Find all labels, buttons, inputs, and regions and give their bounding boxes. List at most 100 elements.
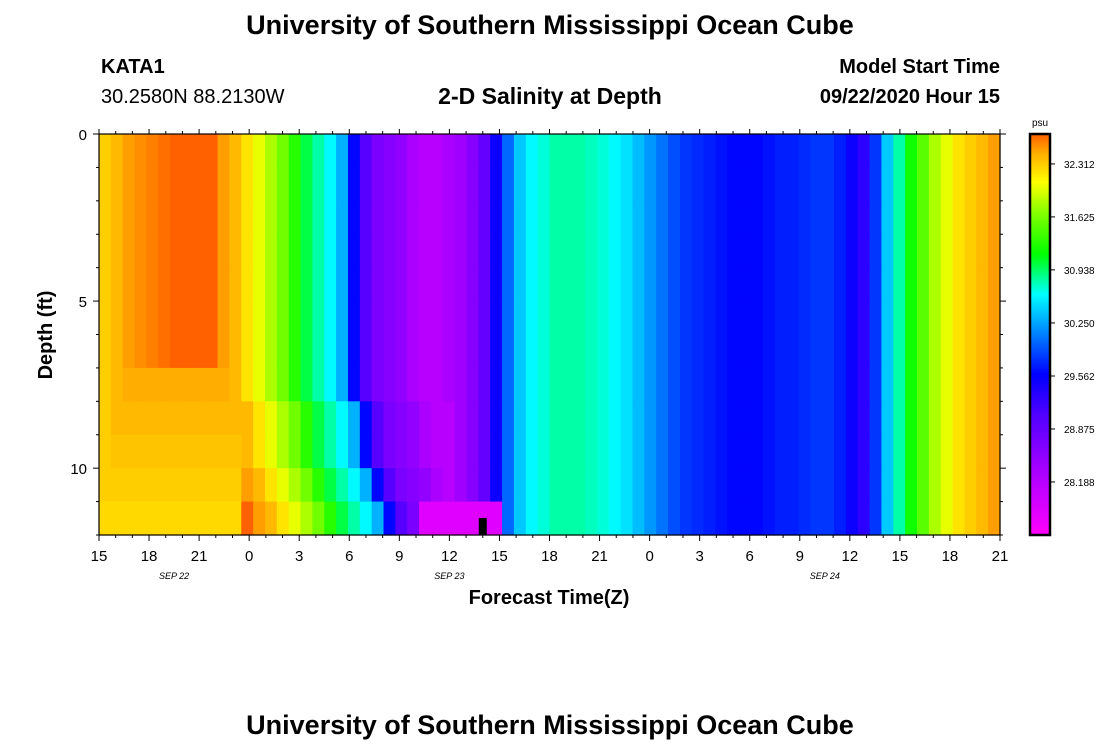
heatmap-cell (596, 267, 610, 302)
heatmap-cell (822, 267, 835, 302)
heatmap-cell (822, 334, 835, 369)
x-tick-label: 6 (746, 548, 754, 565)
heatmap-cell (502, 501, 515, 536)
heatmap-cell (383, 234, 396, 269)
heatmap-cell (276, 167, 290, 202)
heatmap-cell (371, 468, 385, 503)
heatmap-cell (478, 468, 491, 503)
heatmap-cell (99, 234, 112, 269)
heatmap-cell (205, 267, 219, 302)
heatmap-cell (205, 434, 219, 469)
heatmap-cell (976, 434, 989, 469)
heatmap-cell (288, 267, 302, 302)
heatmap-cell (466, 301, 479, 336)
heatmap-cell (881, 267, 894, 302)
heatmap-cell (739, 434, 752, 469)
heatmap-cell (205, 367, 219, 402)
heatmap-cell (798, 367, 811, 402)
heatmap-cell (774, 434, 788, 469)
heatmap-cell (905, 200, 918, 235)
heatmap-cell (691, 167, 705, 202)
colorbar-gradient (1028, 132, 1052, 537)
heatmap-cell (964, 334, 977, 369)
heatmap-cell (549, 401, 562, 436)
heatmap-cell (419, 334, 432, 369)
heatmap-cell (395, 334, 408, 369)
heatmap-cell (122, 367, 136, 402)
heatmap-cell (359, 401, 373, 436)
heatmap-cell (774, 334, 788, 369)
heatmap-cell (229, 200, 242, 235)
heatmap-cell (336, 434, 349, 469)
heatmap-cell (751, 468, 764, 503)
heatmap-cell (596, 468, 610, 503)
heatmap-cell (964, 434, 977, 469)
heatmap-cell (229, 401, 242, 436)
heatmap-cell (264, 167, 278, 202)
heatmap-cell (336, 200, 349, 235)
heatmap-cell (940, 501, 954, 536)
heatmap-cell (893, 134, 906, 169)
heatmap-cell (632, 234, 645, 269)
heatmap-cell (940, 134, 954, 169)
heatmap-cell (573, 401, 586, 436)
heatmap-cell (537, 334, 551, 369)
heatmap-cell (585, 301, 598, 336)
heatmap-cell (988, 200, 1001, 235)
heatmap-cell (241, 301, 254, 336)
heatmap-cell (549, 468, 562, 503)
heatmap-cell (490, 468, 503, 503)
heatmap-cell (739, 501, 752, 536)
heatmap-cell (976, 267, 989, 302)
heatmap-cell (822, 167, 835, 202)
heatmap-cell (845, 501, 859, 536)
heatmap-cell (371, 334, 385, 369)
heatmap-cell (490, 401, 503, 436)
heatmap-cell (928, 301, 942, 336)
heatmap-cell (146, 167, 159, 202)
heatmap-cell (454, 468, 468, 503)
heatmap-cell (276, 267, 290, 302)
heatmap-cell (253, 334, 266, 369)
heatmap-cell (442, 200, 456, 235)
heatmap-cell (312, 367, 325, 402)
heatmap-cell (928, 167, 942, 202)
heatmap-cell (668, 167, 681, 202)
colorbar-label: 30.938 (1064, 266, 1095, 277)
heatmap-cell (442, 234, 456, 269)
heatmap-cell (288, 468, 302, 503)
heatmap-cell (466, 434, 479, 469)
x-tick-label: 12 (841, 548, 858, 565)
heatmap-cell (205, 401, 219, 436)
heatmap-cell (312, 200, 325, 235)
heatmap-cell (573, 200, 586, 235)
heatmap-cell (490, 267, 503, 302)
heatmap-cell (229, 334, 242, 369)
heatmap-cell (715, 434, 728, 469)
heatmap-cell (502, 167, 515, 202)
heatmap-cell (893, 468, 906, 503)
heatmap-cell (561, 134, 574, 169)
heatmap-cell (336, 468, 349, 503)
heatmap-cell (596, 367, 610, 402)
heatmap-cell (810, 501, 823, 536)
heatmap-cell (217, 301, 231, 336)
heatmap-cell (430, 401, 444, 436)
heatmap-cell (751, 367, 764, 402)
heatmap-cell (170, 267, 183, 302)
heatmap-cell (644, 267, 657, 302)
heatmap-cell (371, 501, 385, 536)
heatmap-cell (786, 501, 800, 536)
heatmap-cell (371, 134, 385, 169)
date-label: SEP 24 (810, 571, 840, 581)
heatmap-cell (324, 234, 337, 269)
heatmap-cell (656, 401, 669, 436)
heatmap-cell (917, 334, 930, 369)
heatmap-cell (359, 434, 373, 469)
heatmap-cell (454, 134, 468, 169)
heatmap-cell (134, 267, 148, 302)
heatmap-cell (928, 501, 942, 536)
heatmap-cell (525, 301, 539, 336)
heatmap-cell (99, 267, 112, 302)
heatmap-cell (454, 401, 468, 436)
